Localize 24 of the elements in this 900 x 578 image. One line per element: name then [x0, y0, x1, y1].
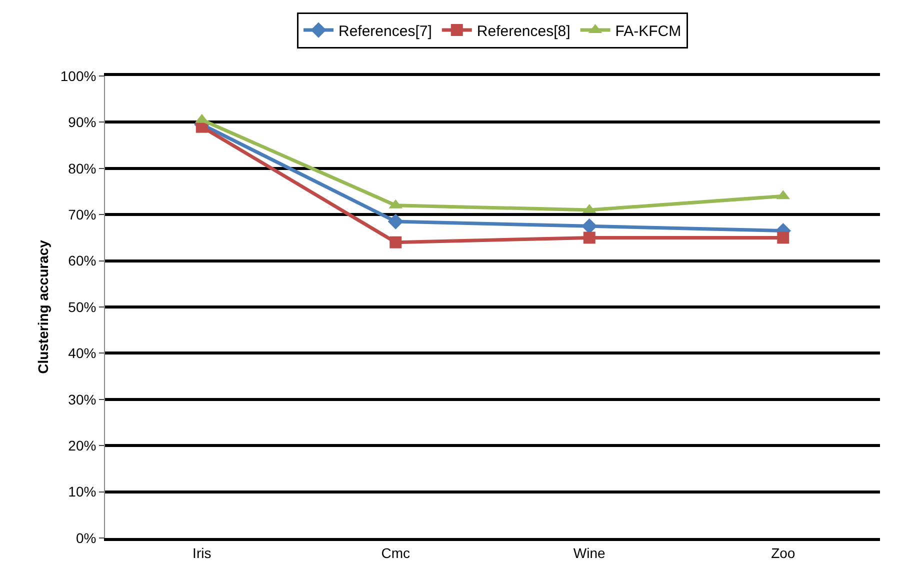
x-tick-label: Iris — [192, 544, 212, 561]
y-tick-label: 20% — [68, 438, 96, 454]
y-tick-label: 40% — [68, 345, 96, 362]
x-tick-label: Cmc — [381, 544, 410, 561]
x-tick-label: Wine — [573, 544, 606, 561]
legend-label: References[7] — [338, 22, 432, 40]
y-tick-label: 30% — [68, 391, 96, 408]
y-tick-label: 10% — [68, 484, 96, 500]
point — [583, 232, 596, 244]
point — [388, 214, 404, 230]
y-tick-label: 80% — [68, 160, 96, 176]
y-tick-label: 0% — [76, 530, 96, 546]
y-tick-label: 60% — [68, 252, 96, 269]
y-tick-label: 70% — [68, 206, 96, 222]
y-tick-label: 90% — [68, 114, 96, 130]
legend-label: References[8] — [476, 22, 570, 40]
point — [777, 232, 790, 244]
point — [390, 236, 402, 248]
y-tick-label: 100% — [60, 68, 96, 84]
legend-label: FA-KFCM — [615, 22, 682, 40]
x-tick-label: Zoo — [771, 544, 796, 561]
point — [582, 218, 598, 234]
y-tick-label: 50% — [68, 298, 96, 315]
y-axis-title: Clustering accuracy — [34, 240, 51, 374]
